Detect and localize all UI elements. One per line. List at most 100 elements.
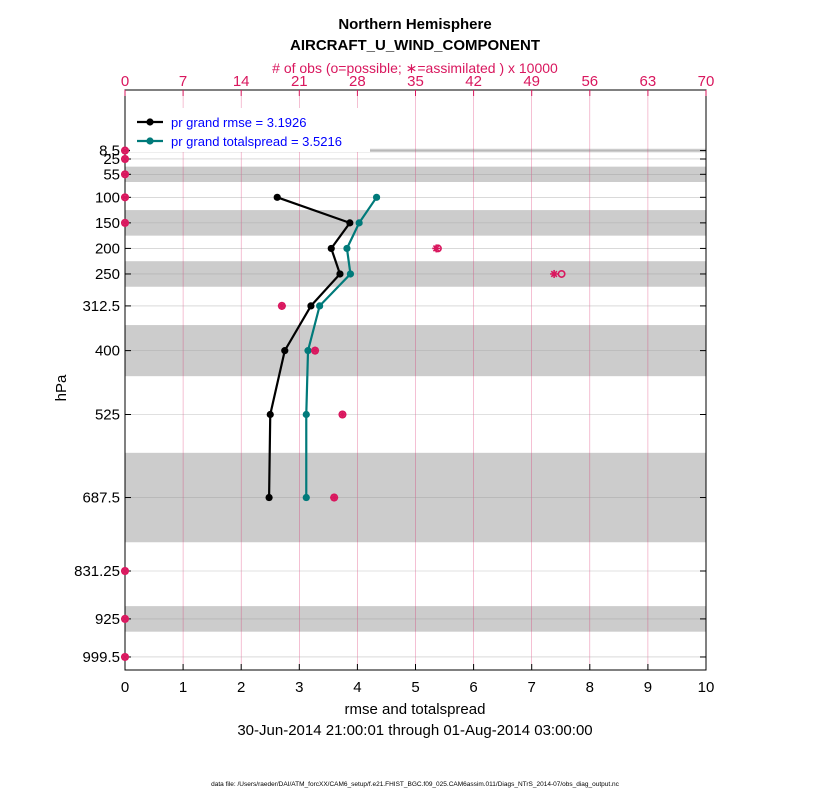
obs-assimilated-marker	[121, 614, 129, 623]
obs-assimilated-stroke	[432, 245, 440, 252]
rmse-point	[336, 270, 344, 278]
legend: pr grand rmse = 3.1926 pr grand totalspre…	[130, 108, 370, 152]
obs-assimilated-stroke	[121, 567, 129, 575]
rmse-point	[281, 347, 289, 355]
obs-assimilated-marker	[550, 269, 559, 278]
legend-label-rmse: pr grand rmse = 3.1926	[171, 115, 307, 130]
obs-assimilated-stroke	[550, 270, 558, 278]
top-tick-label: 49	[523, 73, 540, 90]
obs-assimilated-stroke	[121, 193, 129, 201]
axis-ticks: 0 1 2 3 4 5 6 7 8 9 100 7 14 21 28 35 42 49 56 63 708.525551…	[74, 73, 714, 696]
obs-assimilated-stroke	[121, 155, 129, 163]
y-tick-label: 250	[95, 266, 120, 283]
obs-assimilated-marker	[338, 410, 347, 419]
obs-assimilated-stroke	[121, 219, 129, 227]
obs-assimilated-marker	[121, 146, 129, 155]
y-tick-label: 200	[95, 240, 120, 257]
totalspread-point	[316, 302, 324, 310]
obs-assimilated-marker	[432, 244, 441, 253]
legend-marker-totalspread	[146, 137, 154, 145]
totalspread-point	[372, 193, 381, 201]
y-tick-label: 525	[95, 406, 120, 423]
obs-possible-marker	[557, 269, 566, 278]
obs-assimilated-stroke	[121, 147, 129, 154]
rmse-point	[266, 410, 274, 419]
chart-title: Northern Hemisphere	[338, 16, 491, 33]
obs-assimilated-marker	[121, 170, 129, 179]
y-tick-label: 100	[95, 189, 120, 206]
obs-assimilated-marker	[121, 193, 129, 202]
obs-assimilated-marker	[311, 346, 320, 355]
y-tick-label: 150	[95, 215, 120, 232]
totalspread-line	[305, 196, 378, 498]
obs-assimilated-stroke	[339, 411, 346, 418]
rmse-point	[273, 193, 281, 201]
obs-assimilated-stroke	[311, 347, 319, 354]
rmse-point	[265, 493, 273, 502]
x-tick-label: 7	[528, 679, 536, 696]
x-tick-label: 10	[698, 679, 715, 696]
x-tick-label: 3	[295, 679, 303, 696]
obs-assimilated-stroke	[121, 615, 129, 623]
top-tick-label: 35	[407, 73, 424, 90]
rmse-point	[346, 219, 354, 227]
data-file-footnote: data file: /Users/raeder/DAI/ATM_forcXX/…	[211, 781, 620, 788]
obs-assimilated-marker	[121, 154, 129, 163]
x-tick-label: 5	[411, 679, 419, 696]
rmse-line	[267, 196, 352, 498]
obs-assimilated-marker	[121, 566, 129, 575]
top-axis-label: # of obs (o=possible; ∗=assimilated ) x …	[272, 60, 558, 76]
date-range-label: 30-Jun-2014 21:00:01 through 01-Aug-2014…	[237, 722, 592, 739]
top-tick-label: 7	[179, 73, 187, 90]
y-tick-label: 831.25	[74, 563, 120, 580]
x-tick-label: 0	[121, 679, 129, 696]
top-tick-label: 14	[233, 73, 250, 90]
y-tick-label: 25	[103, 151, 120, 168]
totalspread-point	[355, 219, 363, 227]
plot-area-background	[125, 90, 706, 670]
rmse-point	[307, 302, 315, 310]
obs-assimilated-stroke	[278, 302, 286, 310]
data-series	[265, 193, 381, 502]
x-tick-label: 9	[644, 679, 652, 696]
top-tick-label: 28	[349, 73, 366, 90]
rmse-point	[327, 244, 335, 253]
obs-assimilated-stroke	[121, 653, 129, 661]
totalspread-point	[304, 347, 312, 355]
top-tick-label: 56	[581, 73, 598, 90]
y-tick-label: 925	[95, 611, 120, 628]
legend-box	[130, 108, 370, 152]
obs-assimilated-marker	[121, 652, 129, 661]
x-tick-label: 6	[469, 679, 477, 696]
y-tick-label: 999.5	[82, 649, 120, 666]
y-tick-label: 55	[103, 166, 120, 183]
obs-markers	[121, 146, 566, 661]
legend-label-totalspread: pr grand totalspread = 3.5216	[171, 134, 342, 149]
obs-assimilated-stroke	[121, 170, 129, 178]
legend-marker-rmse	[146, 118, 154, 126]
totalspread-point	[346, 270, 355, 278]
totalspread-point	[302, 410, 310, 419]
obs-assimilated-stroke	[330, 494, 338, 501]
top-tick-label: 70	[698, 73, 715, 90]
top-tick-label: 0	[121, 73, 129, 90]
x-axis-label: rmse and totalspread	[345, 701, 486, 718]
y-tick-label: 400	[95, 343, 120, 360]
y-tick-label: 8.5	[99, 143, 120, 160]
y-tick-label: 312.5	[82, 298, 120, 315]
obs-assimilated-marker	[330, 493, 339, 502]
x-tick-label: 1	[179, 679, 187, 696]
grid-lines	[125, 90, 706, 670]
top-tick-label: 42	[465, 73, 482, 90]
y-axis-label: hPa	[53, 374, 70, 401]
chart-subtitle: AIRCRAFT_U_WIND_COMPONENT	[290, 37, 540, 54]
top-tick-label: 63	[640, 73, 657, 90]
obs-assimilated-marker	[277, 301, 286, 310]
x-tick-label: 4	[353, 679, 361, 696]
x-tick-label: 2	[237, 679, 245, 696]
top-tick-label: 21	[291, 73, 308, 90]
obs-assimilated-marker	[121, 218, 129, 227]
totalspread-point	[343, 244, 351, 253]
totalspread-point	[302, 493, 310, 502]
